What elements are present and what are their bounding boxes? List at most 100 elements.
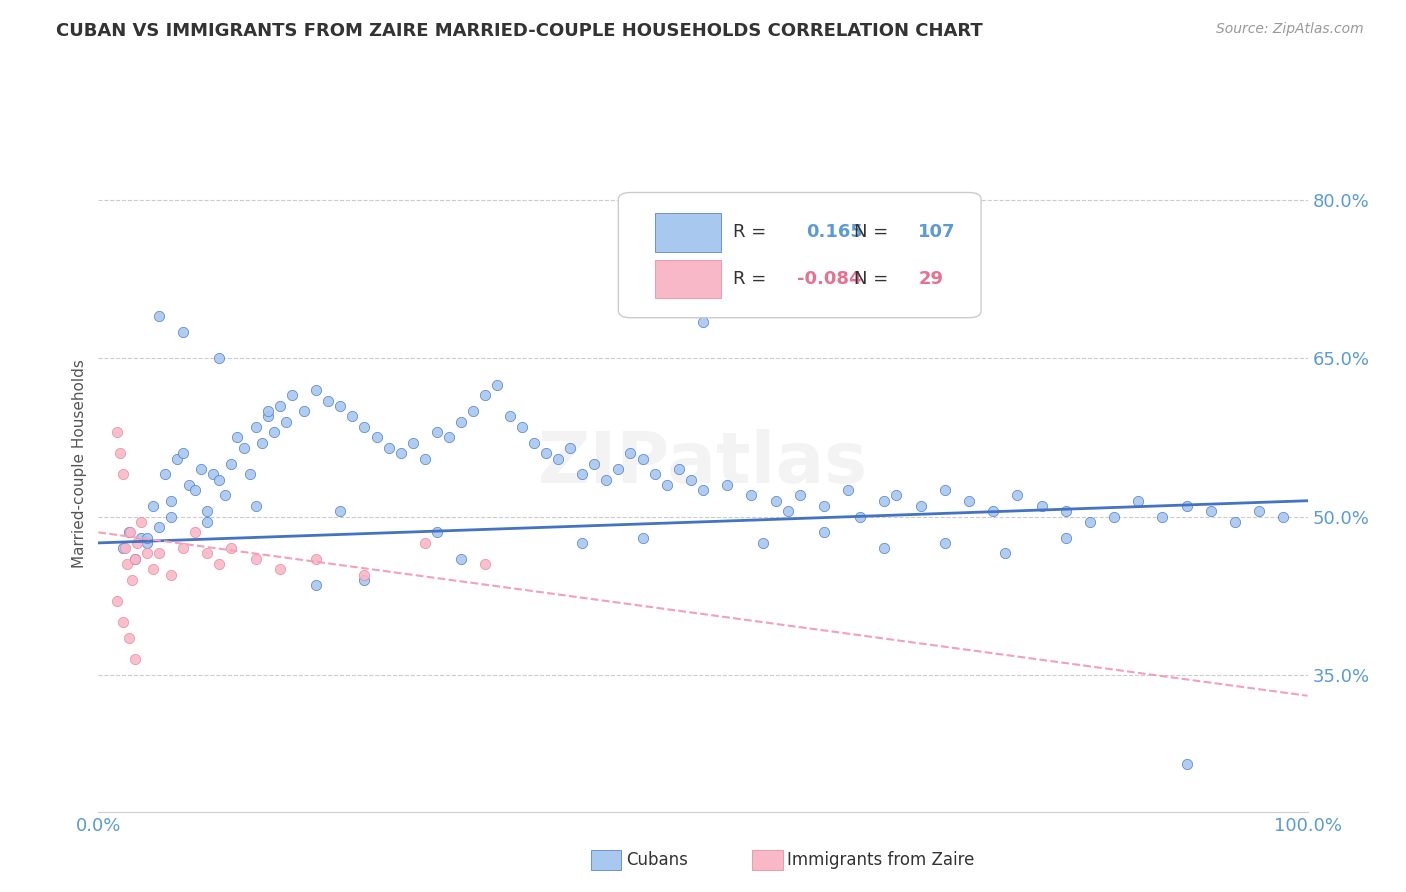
Point — [510, 420, 533, 434]
Text: Source: ZipAtlas.com: Source: ZipAtlas.com — [1216, 22, 1364, 37]
Point — [111, 541, 134, 556]
Point — [129, 515, 152, 529]
Point — [1152, 509, 1174, 524]
Point — [184, 525, 207, 540]
Point — [776, 504, 799, 518]
Point — [655, 478, 678, 492]
Point — [934, 536, 956, 550]
Point — [135, 536, 157, 550]
Point — [994, 546, 1017, 560]
Point — [366, 430, 388, 444]
Point — [607, 462, 630, 476]
Point — [160, 509, 183, 524]
Point — [195, 546, 218, 560]
Point — [450, 415, 472, 429]
Point — [184, 483, 207, 498]
Text: Immigrants from Zaire: Immigrants from Zaire — [787, 851, 974, 869]
Point — [523, 435, 546, 450]
Point — [1102, 509, 1125, 524]
Point — [957, 493, 980, 508]
Point — [571, 536, 593, 550]
Point — [256, 404, 278, 418]
Point — [413, 536, 436, 550]
Point — [353, 573, 375, 587]
Point — [105, 425, 128, 440]
Point — [153, 467, 176, 482]
Point — [281, 388, 304, 402]
Point — [631, 451, 654, 466]
Point — [111, 615, 134, 629]
Point — [245, 551, 267, 566]
Point — [221, 541, 243, 556]
Point — [124, 551, 146, 566]
Point — [1128, 493, 1150, 508]
Point — [752, 536, 775, 550]
Point — [910, 499, 932, 513]
Text: R =: R = — [734, 270, 772, 288]
Point — [148, 310, 170, 324]
Point — [463, 404, 485, 418]
Point — [679, 473, 702, 487]
Point — [292, 404, 315, 418]
Point — [849, 509, 872, 524]
Point — [269, 399, 291, 413]
Point — [108, 446, 131, 460]
Point — [619, 446, 641, 460]
Point — [127, 536, 149, 550]
Point — [160, 567, 183, 582]
Point — [342, 409, 364, 424]
Point — [413, 451, 436, 466]
Bar — [655, 260, 721, 298]
Point — [631, 531, 654, 545]
Point — [269, 562, 291, 576]
Point — [256, 409, 278, 424]
Point — [813, 499, 835, 513]
Point — [583, 457, 606, 471]
Point — [1031, 499, 1053, 513]
Point — [837, 483, 859, 498]
Point — [740, 488, 762, 502]
Point — [644, 467, 666, 482]
Point — [121, 573, 143, 587]
Point — [195, 515, 218, 529]
Point — [135, 531, 157, 545]
Point — [353, 567, 375, 582]
Point — [124, 551, 146, 566]
Point — [202, 467, 225, 482]
Point — [1054, 531, 1077, 545]
Point — [124, 652, 146, 666]
Text: N =: N = — [855, 270, 894, 288]
Point — [208, 473, 231, 487]
Point — [239, 467, 262, 482]
Point — [118, 631, 141, 645]
Point — [886, 488, 908, 502]
Point — [692, 314, 714, 328]
Point — [873, 541, 896, 556]
Point — [595, 473, 617, 487]
Point — [118, 525, 141, 540]
Point — [135, 546, 157, 560]
Point — [1078, 515, 1101, 529]
Point — [668, 462, 690, 476]
Point — [274, 415, 297, 429]
Text: 29: 29 — [918, 270, 943, 288]
FancyBboxPatch shape — [619, 193, 981, 318]
Point — [813, 525, 835, 540]
Point — [305, 578, 328, 592]
Point — [105, 594, 128, 608]
Point — [474, 388, 496, 402]
Point — [1223, 515, 1246, 529]
Point — [1007, 488, 1029, 502]
Point — [208, 557, 231, 571]
Point — [402, 435, 425, 450]
Point — [172, 325, 194, 339]
Point — [232, 441, 254, 455]
Point — [329, 399, 352, 413]
Point — [353, 420, 375, 434]
Point — [172, 541, 194, 556]
Point — [305, 383, 328, 397]
Point — [547, 451, 569, 466]
Point — [245, 499, 267, 513]
Text: 107: 107 — [918, 223, 956, 241]
Point — [179, 478, 201, 492]
